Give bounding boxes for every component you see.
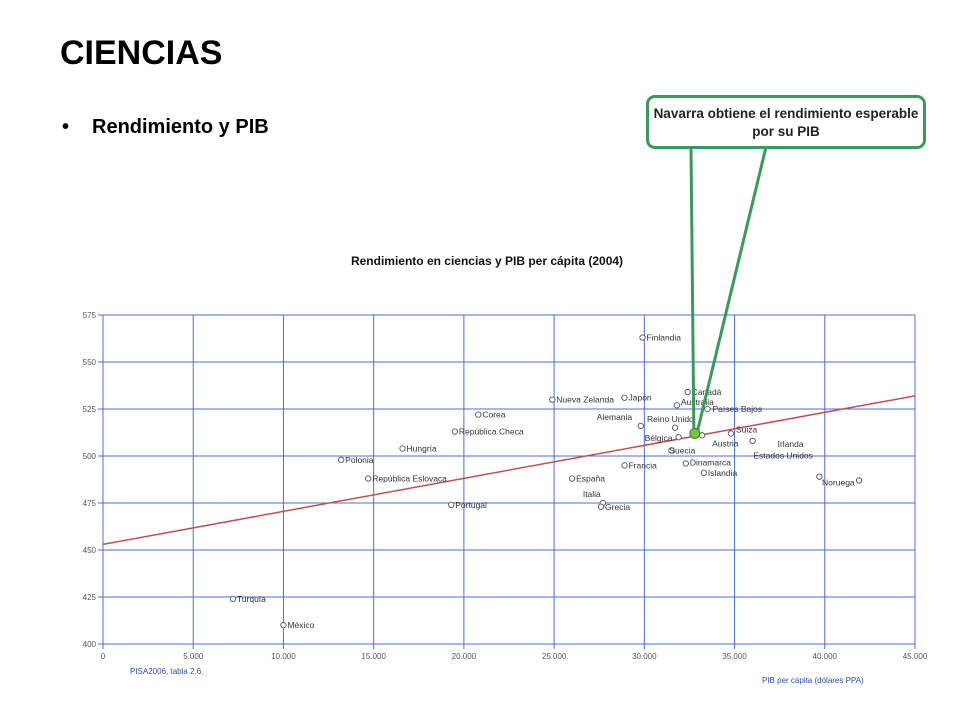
point-label: Japón [628, 393, 651, 403]
x-tick-label: 35.000 [722, 652, 747, 661]
data-point [749, 437, 756, 445]
data-point [621, 462, 628, 469]
data-point [855, 477, 863, 484]
y-tick-label: 525 [83, 405, 97, 414]
data-point [338, 456, 345, 463]
y-tick-label: 575 [83, 311, 97, 320]
x-tick-label: 45.000 [903, 652, 928, 661]
point-label: Noruega [822, 477, 855, 487]
data-point [569, 475, 576, 482]
x-tick-label: 5.000 [183, 652, 204, 661]
point-label: Polonia [345, 455, 374, 465]
data-point [475, 411, 482, 418]
x-tick-label: 20.000 [452, 652, 477, 661]
highlight-point-navarra [689, 427, 701, 439]
callout-pointer [689, 146, 768, 439]
data-point [816, 473, 823, 480]
plot-area [102, 314, 916, 645]
x-axis-ticks: 0 5.000 10.000 15.000 20.000 25.000 30.000 35.0… [101, 644, 928, 661]
point-label: República Checa [459, 427, 524, 437]
point-label: Dinamarca [690, 458, 731, 468]
point-label: Italia [583, 489, 601, 499]
data-point [671, 424, 679, 431]
point-label: Corea [482, 410, 505, 420]
data-points: FinlandiaCanadáJapónNueva ZelandaAustral… [229, 333, 863, 630]
x-axis-label: PIB per cápita (dólares PPA) [762, 676, 864, 685]
bullet-text: Rendimiento y PIB [92, 116, 269, 138]
data-point [597, 503, 605, 510]
point-label: México [287, 620, 314, 630]
data-point [684, 388, 691, 396]
data-point [668, 447, 675, 454]
data-point [365, 475, 372, 482]
y-axis-ticks: 400 425 450 475 500 525 550 575 [83, 311, 103, 649]
point-label: Alemania [597, 412, 633, 422]
data-point [675, 434, 682, 441]
data-point [727, 430, 735, 437]
point-label: España [576, 474, 605, 484]
chart-title: Rendimiento en ciencias y PIB per cápita… [351, 254, 623, 268]
data-point [704, 405, 711, 413]
grid-lines [102, 314, 916, 645]
y-tick-label: 450 [83, 546, 97, 555]
callout-pointer-line [696, 146, 768, 430]
x-tick-label: 15.000 [361, 652, 386, 661]
point-label: Suiza [736, 424, 758, 434]
point-label: Portugal [455, 500, 487, 510]
x-tick-label: 40.000 [813, 652, 838, 661]
trendline [102, 395, 916, 546]
trendline-group [102, 395, 916, 546]
point-label: Países Bajos [712, 404, 762, 414]
data-point [621, 394, 628, 401]
point-label: Austria [712, 438, 739, 448]
point-label: Estados Unidos [753, 451, 813, 461]
bullet-item: • Rendimiento y PIB [62, 116, 269, 139]
point-label: Francia [628, 460, 657, 470]
point-label: Islandia [708, 468, 738, 478]
data-point [682, 460, 689, 467]
point-label: Turquía [237, 594, 266, 604]
y-tick-label: 475 [83, 499, 97, 508]
y-tick-label: 425 [83, 593, 97, 602]
point-label: Grecia [605, 502, 630, 512]
data-point [639, 334, 646, 341]
y-tick-label: 500 [83, 452, 97, 461]
y-tick-label: 400 [83, 640, 97, 649]
callout-pointer-line [689, 146, 696, 430]
data-point [229, 595, 237, 603]
point-label: Reino Unido [647, 414, 694, 424]
x-tick-label: 30.000 [632, 652, 657, 661]
point-label: Nueva Zelanda [556, 395, 614, 405]
data-point [549, 396, 556, 403]
data-point [700, 469, 708, 477]
point-label: Suecia [669, 445, 695, 455]
slide-title: CIENCIAS [60, 34, 223, 72]
x-tick-label: 10.000 [271, 652, 296, 661]
data-point [399, 445, 406, 452]
point-label: Australia [681, 397, 714, 407]
point-label: Bélgica [645, 433, 673, 443]
data-point [448, 501, 455, 509]
x-tick-label: 25.000 [542, 652, 567, 661]
data-point [673, 402, 680, 409]
bullet-symbol: • [62, 116, 70, 138]
point-label: República Eslovaca [372, 474, 447, 484]
y-tick-label: 550 [83, 358, 97, 367]
data-point [451, 428, 459, 435]
callout-box: Navarra obtiene el rendimiento esperable… [646, 95, 926, 149]
data-point [280, 622, 287, 629]
data-point [637, 422, 644, 430]
point-label: Hungría [407, 443, 438, 453]
point-label: Irlanda [778, 439, 804, 449]
point-label: Finlandia [647, 333, 682, 343]
source-note: PISA2006, tabla 2.6. [130, 667, 203, 676]
x-tick-label: 0 [101, 652, 106, 661]
